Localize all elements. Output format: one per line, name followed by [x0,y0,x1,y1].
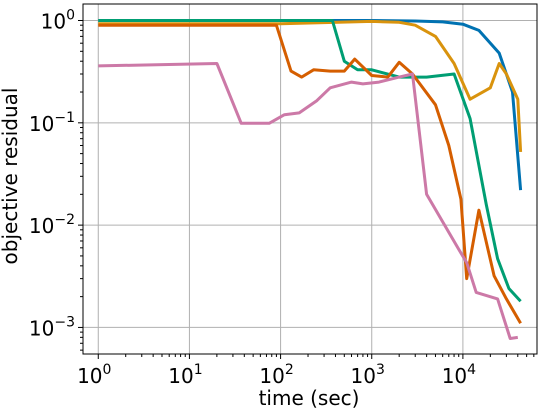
grid [83,4,537,354]
x-axis-label: time (sec) [259,386,360,410]
series-line-4 [98,23,522,324]
ticks [78,20,535,359]
x-tick-label: 103 [351,362,385,388]
x-tick-label: 104 [442,362,476,388]
y-axis-label: objective residual [0,88,22,265]
y-tick-label: 100 [41,8,75,34]
y-tick-label: 10−1 [29,110,75,136]
series-line-3 [98,19,522,303]
series-layer [98,19,523,340]
plot-frame [82,3,538,355]
tick-labels: 100 101 102 103 104 10−3 10−2 10−1 100 [29,8,476,388]
series-line-5 [98,62,519,340]
x-tick-label: 100 [77,362,111,388]
y-tick-label: 10−2 [29,212,75,238]
x-tick-label: 102 [259,362,293,388]
y-tick-label: 10−3 [29,314,75,340]
x-tick-label: 101 [168,362,202,388]
series-line-2 [98,19,523,152]
